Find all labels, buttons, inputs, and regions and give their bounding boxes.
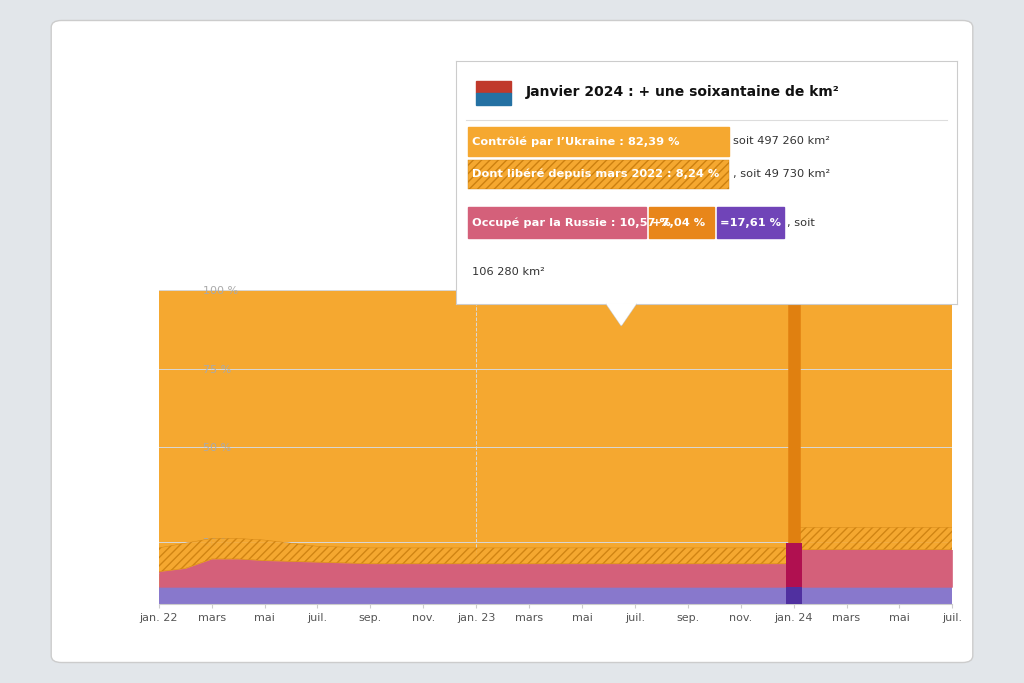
Polygon shape [606,303,636,324]
Text: Janvier 2024 : + une soixantaine de km²: Janvier 2024 : + une soixantaine de km² [526,85,840,99]
Text: , soit: , soit [786,218,815,227]
Text: =17,61 %: =17,61 % [720,218,781,227]
Text: Dont libéré depuis mars 2022 : 8,24 %: Dont libéré depuis mars 2022 : 8,24 % [472,169,720,180]
Bar [476,93,511,105]
Text: Contrôlé par l’Ukraine : 82,39 %: Contrôlé par l’Ukraine : 82,39 % [472,136,680,147]
Bar [717,207,784,238]
Text: , soit 49 730 km²: , soit 49 730 km² [733,169,830,179]
Text: soit 497 260 km²: soit 497 260 km² [733,137,830,146]
Bar [476,81,511,93]
Bar [468,160,729,189]
Text: 106 280 km²: 106 280 km² [472,268,545,277]
Text: Occupé par la Russie : 10,57 %: Occupé par la Russie : 10,57 % [472,217,671,228]
Bar [649,207,714,238]
Polygon shape [606,304,636,326]
Bar [468,207,646,238]
Bar [468,127,729,156]
Text: +7,04 %: +7,04 % [652,218,706,227]
